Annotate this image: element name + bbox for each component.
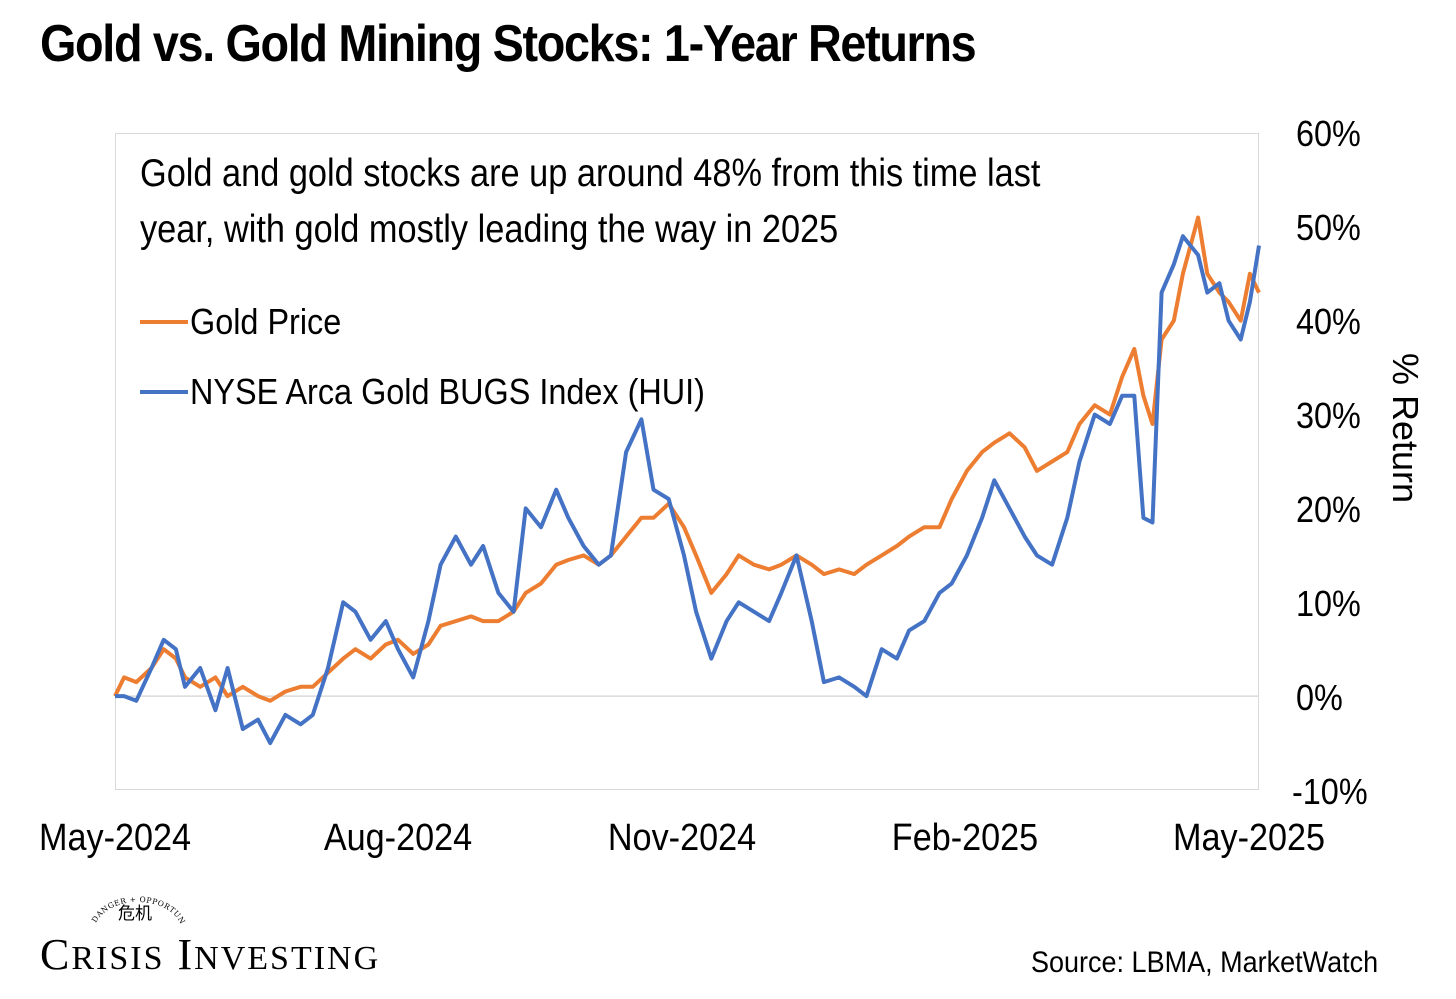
x-tick-label: Nov-2024	[607, 817, 757, 859]
logo-letter: I	[177, 930, 195, 979]
y-tick-label: 60%	[1296, 113, 1361, 154]
gold-price-line	[113, 215, 1261, 703]
source-note: Source: LBMA, MarketWatch	[1031, 946, 1379, 979]
y-tick-label: 10%	[1296, 583, 1361, 624]
legend-item-gold: Gold Price	[140, 300, 762, 344]
series-layer	[113, 215, 1261, 746]
legend-swatch-hui	[140, 390, 188, 394]
logo-arc-text: DANGER + OPPORTUNITY	[88, 885, 187, 925]
x-tick-label: Feb-2025	[891, 817, 1039, 859]
plot-area	[115, 133, 1259, 790]
annotation-line-1: Gold and gold stocks are up around 48% f…	[140, 152, 1041, 195]
legend-item-hui: NYSE Arca Gold BUGS Index (HUI)	[140, 370, 762, 414]
chart-title: Gold vs. Gold Mining Stocks: 1-Year Retu…	[40, 15, 977, 73]
x-tick-label: May-2024	[38, 817, 192, 859]
logo-seal-mark: 危机	[118, 904, 152, 924]
logo-wordmark: CRISIS INVESTING	[40, 929, 380, 980]
y-tick-label: 50%	[1296, 207, 1361, 248]
y-axis-label: % Return	[1385, 352, 1426, 504]
legend-swatch-gold	[140, 320, 188, 324]
logo-letter: C	[40, 930, 72, 979]
logo-word: RISIS	[71, 940, 165, 977]
legend-label-hui: NYSE Arca Gold BUGS Index (HUI)	[190, 371, 705, 412]
y-tick-label: 30%	[1296, 395, 1361, 436]
chart-legend: Gold Price NYSE Arca Gold BUGS Index (HU…	[140, 300, 762, 440]
y-tick-label: 20%	[1296, 489, 1361, 530]
annotation-line-2: year, with gold mostly leading the way i…	[140, 208, 839, 251]
x-tick-label: Aug-2024	[323, 817, 473, 859]
y-tick-label: 40%	[1296, 301, 1361, 342]
crisis-investing-logo: DANGER + OPPORTUNITY 危机 CRISIS INVESTING	[40, 885, 440, 985]
chart-annotation: Gold and gold stocks are up around 48% f…	[140, 146, 1040, 258]
hui-index-line	[115, 234, 1261, 746]
y-tick-label: -10%	[1292, 771, 1368, 812]
logo-word: NVESTING	[194, 940, 381, 977]
y-tick-label: 0%	[1296, 677, 1343, 718]
legend-label-gold: Gold Price	[190, 301, 342, 342]
x-tick-label: May-2025	[1172, 817, 1326, 859]
